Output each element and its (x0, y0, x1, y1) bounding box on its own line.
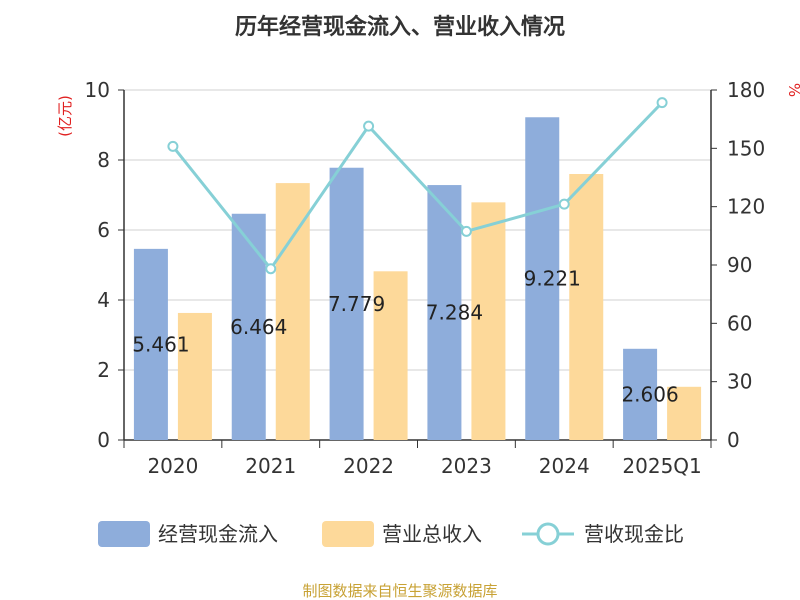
legend: 经营现金流入 营业总收入 营收现金比 (98, 521, 684, 547)
y-right-tick-label: 180 (727, 78, 765, 102)
x-tick-label: 2020 (147, 454, 198, 478)
y-left-tick-label: 0 (97, 428, 110, 452)
y-left-unit: (亿元) (56, 95, 74, 137)
y-left-tick-label: 10 (85, 78, 110, 102)
axes (118, 89, 717, 448)
data-label-cashflow: 6.464 (230, 315, 287, 339)
y-right-unit: % (785, 83, 800, 97)
legend-marker-ratio (536, 522, 560, 546)
legend-swatch-cashflow (98, 521, 150, 547)
ratio-point (167, 140, 179, 152)
x-tick-label: 2024 (539, 454, 590, 478)
bars (133, 117, 702, 441)
source-note: 制图数据来自恒生聚源数据库 (302, 582, 497, 600)
data-label-cashflow: 2.606 (621, 382, 678, 406)
legend-label-cashflow: 经营现金流入 (158, 522, 278, 546)
x-tick-label: 2025Q1 (622, 454, 701, 478)
y-left-tick-label: 2 (97, 358, 110, 382)
data-label-cashflow: 7.779 (328, 292, 385, 316)
bar-revenue (569, 174, 604, 440)
y-right-tick-label: 90 (727, 253, 752, 277)
y-right-tick-label: 0 (727, 428, 740, 452)
ratio-point (363, 120, 375, 132)
ratio-point (558, 198, 570, 210)
bar-revenue (177, 312, 212, 440)
data-label-cashflow: 7.284 (426, 301, 483, 325)
ratio-point (460, 225, 472, 237)
x-tick-label: 2022 (343, 454, 394, 478)
legend-label-revenue: 营业总收入 (382, 522, 482, 546)
chart-title: 历年经营现金流入、营业收入情况 (235, 14, 565, 40)
bar-revenue (373, 271, 408, 440)
ratio-line (167, 97, 668, 275)
bar-cashflow (525, 117, 560, 440)
legend-label-ratio: 营收现金比 (584, 522, 684, 546)
x-tick-label: 2021 (245, 454, 296, 478)
bar-cashflow (427, 185, 462, 440)
data-labels: 5.461 6.464 7.779 7.284 9.221 2.606 (132, 267, 678, 407)
legend-swatch-revenue (322, 521, 374, 547)
bar-cashflow (329, 167, 364, 441)
x-tick-label: 2023 (441, 454, 492, 478)
bar-revenue (471, 202, 506, 440)
y-right-tick-label: 120 (727, 195, 765, 219)
y-left-tick-label: 8 (97, 148, 110, 172)
ratio-point (656, 97, 668, 109)
y-left-tick-label: 6 (97, 218, 110, 242)
data-label-cashflow: 9.221 (524, 267, 581, 291)
y-right-tick-label: 150 (727, 136, 765, 160)
y-right-tick-label: 30 (727, 370, 752, 394)
ratio-line-path (171, 101, 664, 272)
bar-cashflow (133, 248, 168, 440)
y-right-tick-label: 60 (727, 311, 752, 335)
ratio-point (265, 263, 277, 275)
bar-revenue (275, 183, 310, 440)
bar-cashflow (623, 348, 658, 440)
bar-cashflow (231, 213, 266, 440)
gridlines (124, 89, 711, 371)
data-label-cashflow: 5.461 (132, 332, 189, 356)
bar-revenue (667, 386, 702, 440)
y-left-tick-label: 4 (97, 288, 110, 312)
tick-labels: 0 2 4 6 8 10 0 30 60 90 120 150 180 2020 2021 2022 2023 2… (85, 78, 766, 478)
